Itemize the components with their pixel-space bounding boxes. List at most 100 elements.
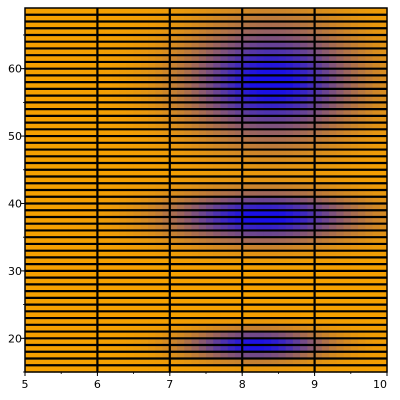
heatmap-cell — [104, 230, 113, 238]
heatmap-cell — [191, 223, 200, 232]
heatmap-cell — [140, 156, 149, 164]
heatmap-cell — [75, 223, 84, 232]
heatmap-cell — [292, 55, 301, 63]
heatmap-cell — [343, 163, 352, 171]
heatmap-cell — [379, 142, 388, 151]
heatmap-cell — [191, 304, 200, 312]
heatmap-cell — [249, 331, 258, 339]
heatmap-cell — [285, 176, 294, 184]
heatmap-cell — [372, 129, 381, 137]
heatmap-cell — [307, 75, 316, 83]
heatmap-cell — [372, 304, 381, 312]
heatmap-cell — [234, 34, 243, 43]
heatmap-cell — [249, 311, 258, 319]
heatmap-cell — [148, 28, 156, 36]
heatmap-cell — [61, 230, 70, 238]
heatmap-cell — [271, 14, 279, 23]
heatmap-cell — [358, 8, 366, 16]
heatmap-cell — [278, 297, 287, 306]
heatmap-cell — [119, 196, 127, 205]
heatmap-cell — [300, 331, 308, 339]
heatmap-cell — [119, 136, 127, 144]
heatmap-cell — [256, 291, 265, 299]
heatmap-cell — [32, 210, 41, 218]
heatmap-cell — [379, 250, 388, 259]
heatmap-cell — [379, 8, 388, 16]
heatmap-cell — [379, 331, 388, 339]
heatmap-cell — [329, 163, 337, 171]
heatmap-cell — [206, 61, 214, 70]
heatmap-cell — [314, 216, 323, 225]
heatmap-cell — [177, 156, 185, 164]
heatmap-cell — [140, 115, 149, 124]
heatmap-cell — [97, 351, 106, 360]
heatmap-cell — [213, 14, 222, 23]
heatmap-cell — [32, 284, 41, 292]
heatmap-cell — [46, 365, 55, 373]
heatmap-cell — [148, 55, 156, 63]
heatmap-cell — [97, 129, 106, 137]
heatmap-cell — [292, 291, 301, 299]
heatmap-cell — [61, 351, 70, 360]
heatmap-cell — [329, 358, 337, 366]
heatmap-cell — [75, 169, 84, 178]
heatmap-cell — [97, 109, 106, 117]
heatmap-cell — [365, 95, 374, 103]
heatmap-cell — [104, 257, 113, 265]
heatmap-cell — [191, 270, 200, 279]
heatmap-cell — [155, 331, 164, 339]
heatmap-cell — [314, 109, 323, 117]
heatmap-cell — [336, 68, 345, 77]
heatmap-cell — [46, 297, 55, 306]
heatmap-cell — [111, 129, 120, 137]
heatmap-cell — [25, 142, 33, 151]
heatmap-cell — [321, 257, 330, 265]
heatmap-cell — [82, 250, 91, 259]
heatmap-cell — [191, 68, 200, 77]
heatmap-cell — [126, 358, 135, 366]
heatmap-cell — [177, 55, 185, 63]
heatmap-cell — [350, 291, 359, 299]
heatmap-cell — [350, 75, 359, 83]
heatmap-cell — [46, 82, 55, 90]
heatmap-cell — [169, 257, 178, 265]
heatmap-cell — [372, 190, 381, 198]
heatmap-cell — [350, 41, 359, 50]
heatmap-cell — [220, 345, 229, 353]
heatmap-cell — [148, 338, 156, 346]
heatmap-cell — [148, 102, 156, 110]
heatmap-cell — [191, 102, 200, 110]
heatmap-cell — [97, 28, 106, 36]
heatmap-cell — [191, 156, 200, 164]
heatmap-cell — [25, 95, 33, 103]
heatmap-cell — [278, 230, 287, 238]
heatmap-cell — [206, 41, 214, 50]
heatmap-cell — [39, 55, 48, 63]
heatmap-cell — [104, 109, 113, 117]
heatmap-cell — [184, 243, 193, 252]
heatmap-cell — [32, 176, 41, 184]
heatmap-cell — [350, 203, 359, 211]
heatmap-cell — [307, 230, 316, 238]
heatmap-cell — [307, 345, 316, 353]
heatmap-cell — [126, 115, 135, 124]
heatmap-cell — [119, 230, 127, 238]
heatmap-cell — [234, 75, 243, 83]
heatmap-cell — [126, 183, 135, 191]
heatmap-cell — [336, 163, 345, 171]
heatmap-cell — [336, 88, 345, 97]
heatmap-cell — [350, 129, 359, 137]
heatmap-cell — [68, 142, 77, 151]
heatmap-cell — [155, 257, 164, 265]
heatmap-cell — [271, 8, 279, 16]
heatmap-cell — [191, 318, 200, 326]
heatmap-cell — [242, 250, 251, 259]
heatmap-cell — [126, 176, 135, 184]
heatmap-cell — [61, 34, 70, 43]
heatmap-cell — [213, 345, 222, 353]
heatmap-cell — [206, 14, 214, 23]
heatmap-cell — [53, 365, 62, 373]
heatmap-cell — [365, 284, 374, 292]
heatmap-cell — [256, 21, 265, 29]
heatmap-cell — [191, 61, 200, 70]
